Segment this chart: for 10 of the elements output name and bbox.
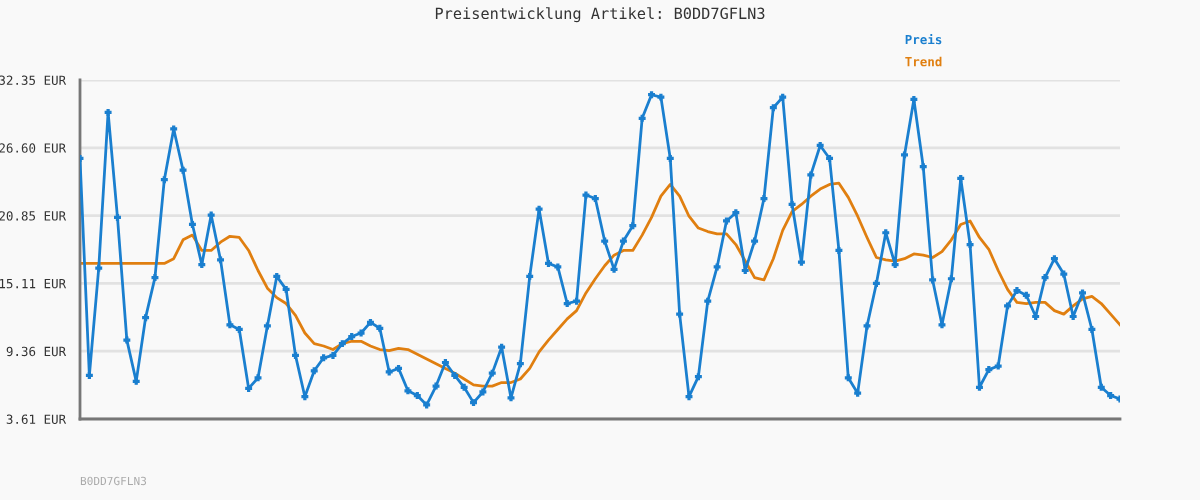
y-tick-label: 20.85 EUR xyxy=(0,211,67,221)
text: Preis xyxy=(905,33,942,45)
y-tick-label: 15.11 EUR xyxy=(0,279,67,289)
y-tick-label: 26.60 EUR xyxy=(0,143,67,153)
y-tick-label: 32.35 EUR xyxy=(0,75,67,85)
chart-title: Preisentwicklung Artikel: B0DD7GFLN3 xyxy=(435,7,765,23)
y-tick-label: 9.36 EUR xyxy=(6,346,67,357)
text: Trend xyxy=(905,56,942,67)
text: B0DD7GFLN3 xyxy=(80,476,147,486)
y-tick-label: 3.61 EUR xyxy=(6,414,67,424)
